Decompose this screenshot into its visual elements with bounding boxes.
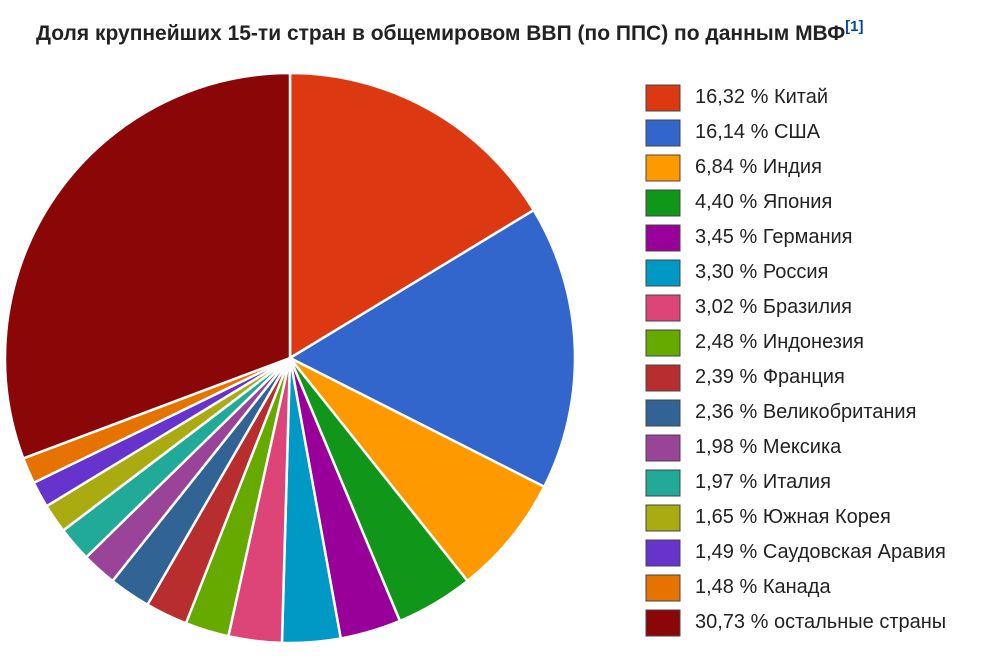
legend-entry: 1,65 % Южная Корея xyxy=(695,506,891,528)
legend-entry: 16,14 % США xyxy=(695,121,821,143)
legend-label: Южная Корея xyxy=(763,506,891,528)
legend-swatch xyxy=(645,609,681,637)
legend-label: остальные страны xyxy=(774,611,946,633)
legend-swatch xyxy=(645,259,681,287)
legend-value: 30,73 % xyxy=(695,611,769,633)
legend-value: 1,97 % xyxy=(695,471,757,493)
legend-label: Индонезия xyxy=(763,331,864,353)
legend-swatch xyxy=(645,399,681,427)
legend-entry: 2,39 % Франция xyxy=(695,366,845,388)
legend-label: США xyxy=(774,121,821,143)
legend-label: Саудовская Аравия xyxy=(763,541,946,563)
legend-swatch xyxy=(645,434,681,462)
legend-swatch xyxy=(645,539,681,567)
legend-value: 3,02 % xyxy=(695,296,757,318)
legend-entry: 3,45 % Германия xyxy=(695,226,853,248)
legend-swatch xyxy=(645,119,681,147)
legend-label: Китай xyxy=(774,86,828,108)
legend-label: Канада xyxy=(763,576,832,598)
legend-label: Великобритания xyxy=(763,401,917,423)
legend-label: Германия xyxy=(763,226,853,248)
legend-value: 16,14 % xyxy=(695,121,769,143)
legend-entry: 2,36 % Великобритания xyxy=(695,401,916,423)
legend-swatch xyxy=(645,574,681,602)
legend-swatch xyxy=(645,224,681,252)
legend-value: 2,36 % xyxy=(695,401,757,423)
legend-swatch xyxy=(645,154,681,182)
legend-entry: 1,97 % Италия xyxy=(695,471,831,493)
pie-slice xyxy=(289,356,546,583)
legend-entry: 30,73 % остальные страны xyxy=(695,611,946,633)
legend-value: 1,48 % xyxy=(695,576,757,598)
legend-swatch xyxy=(645,84,681,112)
legend-entry: 1,48 % Канада xyxy=(695,576,831,598)
legend-value: 1,49 % xyxy=(695,541,757,563)
legend-value: 3,45 % xyxy=(695,226,757,248)
legend-label: Франция xyxy=(763,366,845,388)
legend-value: 6,84 % xyxy=(695,156,757,178)
legend-value: 2,39 % xyxy=(695,366,757,388)
legend-entry: 3,30 % Россия xyxy=(695,261,828,283)
legend-entry: 4,40 % Япония xyxy=(695,191,832,213)
legend-value: 16,32 % xyxy=(695,86,769,108)
chart-title-wrap: Доля крупнейших 15-ти стран в общемирово… xyxy=(36,18,863,45)
legend-entry: 1,49 % Саудовская Аравия xyxy=(695,541,946,563)
legend-swatch xyxy=(645,189,681,217)
legend-swatch xyxy=(645,469,681,497)
legend-label: Япония xyxy=(763,191,832,213)
legend-swatch xyxy=(645,364,681,392)
legend-value: 1,98 % xyxy=(695,436,757,458)
legend-label: Италия xyxy=(763,471,831,493)
chart-title: Доля крупнейших 15-ти стран в общемирово… xyxy=(36,22,845,45)
legend-entry: 2,48 % Индонезия xyxy=(695,331,864,353)
title-reference[interactable]: [1] xyxy=(845,18,863,35)
legend-label: Россия xyxy=(763,261,829,283)
pie-slice xyxy=(288,71,536,361)
legend-entry: 1,98 % Мексика xyxy=(695,436,842,458)
legend-value: 3,30 % xyxy=(695,261,757,283)
legend-swatch xyxy=(645,329,681,357)
legend-label: Бразилия xyxy=(763,296,852,318)
legend-value: 2,48 % xyxy=(695,331,757,353)
legend-entry: 6,84 % Индия xyxy=(695,156,822,178)
pie-slice xyxy=(287,208,577,489)
legend-value: 1,65 % xyxy=(695,506,757,528)
pie-slice xyxy=(3,71,292,461)
legend-entry: 16,32 % Китай xyxy=(695,86,828,108)
legend-label: Индия xyxy=(763,156,822,178)
legend-label: Мексика xyxy=(763,436,842,458)
legend-swatch xyxy=(645,504,681,532)
legend-swatch xyxy=(645,294,681,322)
legend-entry: 3,02 % Бразилия xyxy=(695,296,852,318)
legend-value: 4,40 % xyxy=(695,191,757,213)
